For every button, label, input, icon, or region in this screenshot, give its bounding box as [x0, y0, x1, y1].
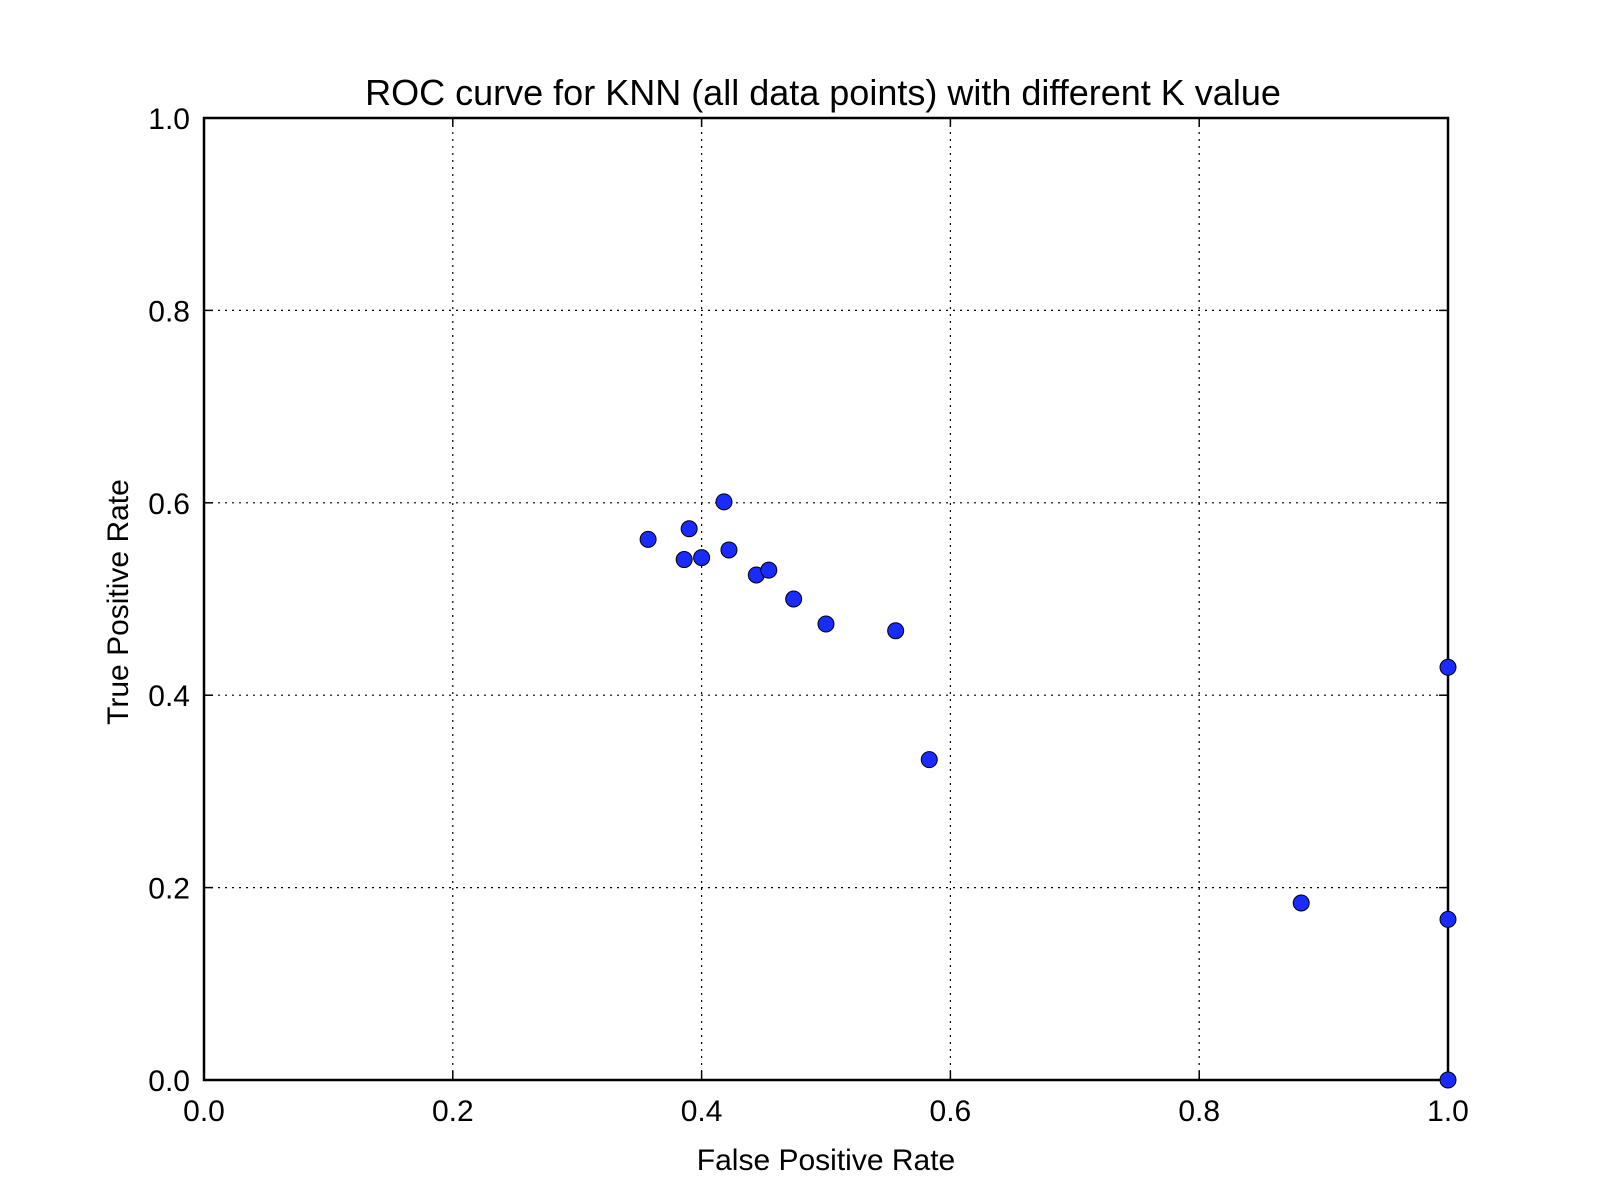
data-point	[675, 551, 693, 569]
x-tick-label: 0.8	[1178, 1095, 1220, 1128]
data-point	[887, 622, 905, 640]
x-tick-label: 0.6	[930, 1095, 972, 1128]
y-axis-label: True Positive Rate	[102, 479, 135, 725]
data-point	[693, 549, 711, 567]
y-tick-label: 0.2	[148, 873, 190, 906]
chart-title: ROC curve for KNN (all data points) with…	[365, 72, 1281, 113]
x-tick-label: 0.0	[183, 1095, 225, 1128]
y-tick-label: 1.0	[148, 103, 190, 136]
y-tick-label: 0.4	[148, 680, 190, 713]
y-tick-label: 0.6	[148, 488, 190, 521]
data-point	[785, 590, 803, 608]
data-points	[639, 493, 1457, 1089]
data-point	[639, 530, 657, 548]
grid-lines	[204, 118, 1448, 1080]
data-point	[680, 520, 698, 538]
data-point	[1439, 910, 1457, 928]
data-point	[715, 493, 733, 511]
data-point	[817, 615, 835, 633]
x-tick-label: 1.0	[1427, 1095, 1469, 1128]
data-point	[720, 541, 738, 559]
data-point	[760, 561, 778, 579]
data-point	[1439, 1071, 1457, 1089]
data-point	[1439, 658, 1457, 676]
data-point	[1292, 894, 1310, 912]
y-tick-label: 0.0	[148, 1065, 190, 1098]
y-tick-label: 0.8	[148, 295, 190, 328]
data-point	[920, 751, 938, 769]
x-axis-label: False Positive Rate	[697, 1144, 955, 1177]
axis-ticks: 0.0 0.2 0.4 0.6 0.8 1.0 0.0 0.2 0.4 0.6 0.8 1.0	[148, 103, 1469, 1128]
plot-frame	[202, 116, 1450, 1082]
x-tick-label: 0.4	[681, 1095, 723, 1128]
x-tick-label: 0.2	[432, 1095, 474, 1128]
